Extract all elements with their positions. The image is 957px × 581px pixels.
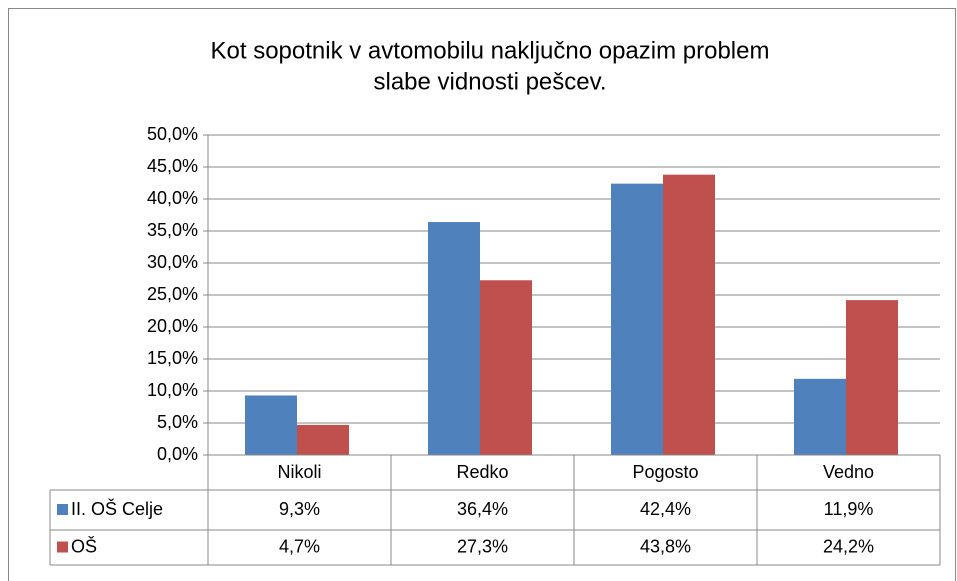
bar — [480, 280, 532, 455]
bar — [846, 300, 898, 455]
y-tick-label: 15,0% — [147, 348, 198, 368]
legend-label: II. OŠ Celje — [71, 498, 163, 519]
legend-key — [57, 504, 68, 515]
table-value: 42,4% — [640, 499, 691, 519]
table-value: 27,3% — [457, 536, 508, 556]
table-value: 36,4% — [457, 499, 508, 519]
y-tick-label: 50,0% — [147, 124, 198, 144]
bar — [663, 174, 715, 455]
chart-title: slabe vidnosti pešcev. — [373, 68, 606, 95]
bar — [611, 183, 663, 455]
y-tick-label: 25,0% — [147, 284, 198, 304]
table-value: 4,7% — [279, 536, 320, 556]
table-value: 24,2% — [823, 536, 874, 556]
table-value: 9,3% — [279, 499, 320, 519]
y-tick-label: 40,0% — [147, 188, 198, 208]
bar — [245, 395, 297, 455]
bar — [794, 378, 846, 455]
y-tick-label: 20,0% — [147, 316, 198, 336]
table-value: 43,8% — [640, 536, 691, 556]
table-value: 11,9% — [824, 499, 874, 519]
y-tick-label: 5,0% — [157, 412, 198, 432]
bar — [428, 222, 480, 455]
y-tick-label: 30,0% — [147, 252, 198, 272]
chart-title: Kot sopotnik v avtomobilu naključno opaz… — [211, 37, 770, 64]
y-tick-label: 45,0% — [147, 156, 198, 176]
x-tick-label: Nikoli — [277, 462, 321, 482]
legend-label: OŠ — [71, 535, 97, 556]
x-tick-label: Redko — [456, 462, 508, 482]
y-tick-label: 10,0% — [147, 380, 198, 400]
x-tick-label: Vedno — [823, 462, 874, 482]
y-tick-label: 0,0% — [157, 444, 198, 464]
bar — [297, 424, 349, 455]
y-tick-label: 35,0% — [147, 220, 198, 240]
legend-key — [57, 541, 68, 553]
x-tick-label: Pogosto — [632, 462, 698, 482]
